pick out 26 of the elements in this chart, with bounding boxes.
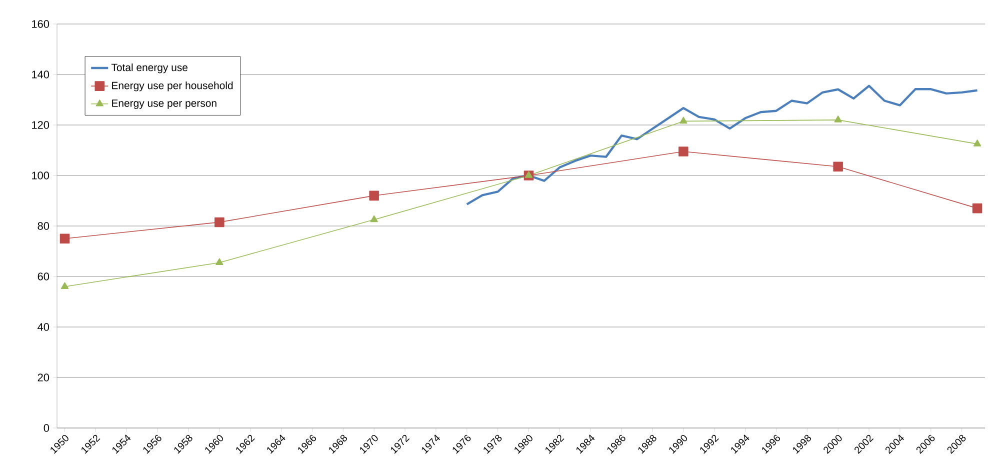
point <box>973 140 982 146</box>
y-tick-label: 60 <box>38 272 50 280</box>
y-tick-label: 80 <box>38 222 50 230</box>
point <box>524 171 533 178</box>
y-tick-label: 120 <box>32 121 50 129</box>
point <box>214 217 224 228</box>
y-tick-label: 160 <box>32 20 50 28</box>
y-tick-label: 100 <box>32 172 50 180</box>
point <box>834 116 842 122</box>
point <box>60 282 69 289</box>
point <box>972 203 982 214</box>
point <box>680 116 688 124</box>
point <box>60 234 70 244</box>
legend-label: Energy use per household <box>112 82 233 92</box>
line-series <box>466 84 978 206</box>
y-tick-label: 0 <box>44 424 50 432</box>
point <box>833 162 843 172</box>
point <box>216 258 224 265</box>
point <box>369 190 379 201</box>
y-tick-label: 40 <box>38 323 50 331</box>
y-tick-label: 140 <box>32 70 50 78</box>
legend-label: Energy use per person <box>112 100 216 109</box>
y-tick-label: 20 <box>38 374 50 382</box>
point <box>370 215 378 222</box>
point <box>678 146 688 156</box>
legend-label: Total energy use <box>111 63 188 74</box>
